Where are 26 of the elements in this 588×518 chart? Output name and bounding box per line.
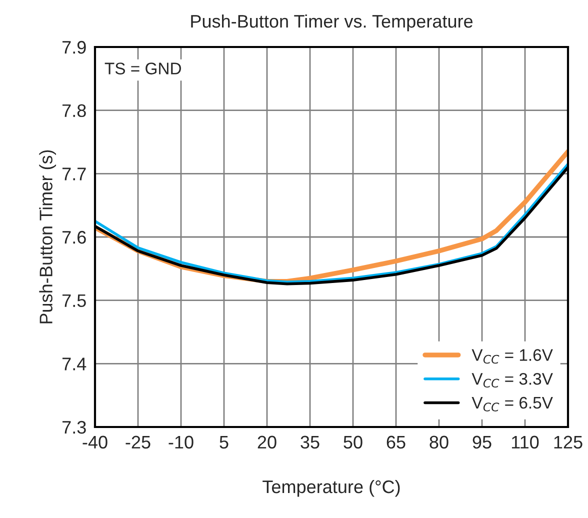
x-tick-label: 50 xyxy=(344,436,362,449)
x-tick-label: -25 xyxy=(126,436,150,449)
y-tick-label: 7.4 xyxy=(62,358,86,370)
x-tick-label: 5 xyxy=(220,436,228,449)
chart-title: Push-Button Timer vs. Temperature xyxy=(191,14,473,32)
x-tick-label: 20 xyxy=(258,436,276,449)
x-tick-label: -10 xyxy=(168,436,194,449)
y-axis-title: Push-Button Timer (s) xyxy=(39,150,56,324)
y-tick-label: 7.6 xyxy=(62,230,86,244)
y-tick-label: 7.7 xyxy=(62,168,86,180)
y-tick-label: 7.9 xyxy=(62,40,86,54)
legend-label: V$_{CC}$ = 1.6V xyxy=(472,349,553,364)
y-tick-label: 7.3 xyxy=(62,420,86,434)
x-tick-label: 80 xyxy=(430,436,448,449)
legend-label: V$_{CC}$ = 6.5V xyxy=(472,396,553,412)
y-tick-label: 7.5 xyxy=(62,294,86,308)
x-tick-label: -40 xyxy=(82,436,108,449)
x-axis-title: Temperature (°C) xyxy=(262,480,400,497)
x-tick-label: 125 xyxy=(554,436,582,449)
annotation: TS = GND xyxy=(104,62,181,74)
x-tick-label: 110 xyxy=(512,436,539,449)
x-tick-label: 65 xyxy=(386,436,406,449)
x-tick-label: 35 xyxy=(300,436,320,449)
x-tick-label: 95 xyxy=(472,436,492,449)
legend-label: V$_{CC}$ = 3.3V xyxy=(472,373,553,388)
y-tick-label: 7.8 xyxy=(62,104,86,118)
